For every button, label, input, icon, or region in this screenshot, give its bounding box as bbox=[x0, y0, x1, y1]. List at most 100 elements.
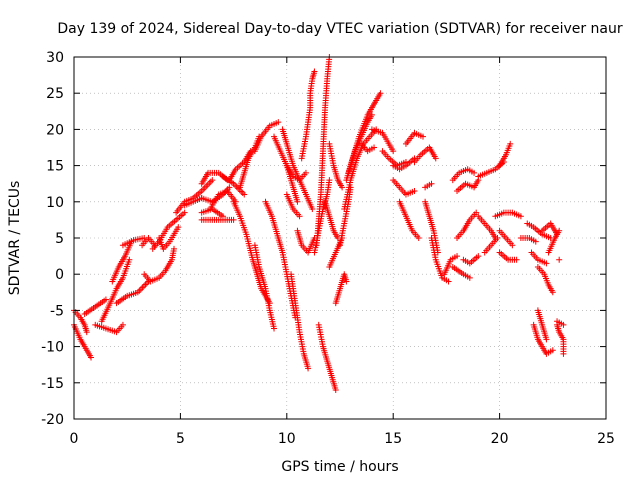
data-point bbox=[171, 245, 178, 252]
satellite-track bbox=[156, 224, 182, 252]
satellite-track bbox=[556, 256, 563, 263]
data-point bbox=[371, 144, 378, 151]
data-point bbox=[473, 209, 480, 216]
y-tick-label: 5 bbox=[55, 231, 64, 247]
satellite-track bbox=[517, 235, 539, 245]
satellite-track bbox=[528, 249, 550, 267]
data-points bbox=[71, 54, 567, 394]
satellite-track bbox=[449, 263, 473, 281]
data-point bbox=[241, 191, 248, 198]
data-point bbox=[543, 336, 550, 343]
x-tick-label: 5 bbox=[176, 431, 185, 447]
data-point bbox=[102, 296, 109, 303]
data-point bbox=[126, 256, 133, 263]
chart-title: Day 139 of 2024, Sidereal Day-to-day VTE… bbox=[57, 21, 623, 37]
satellite-track bbox=[92, 321, 126, 336]
satellite-track bbox=[524, 220, 554, 241]
data-point bbox=[411, 187, 418, 194]
data-point bbox=[332, 387, 339, 394]
satellite-track bbox=[71, 321, 95, 361]
x-tick-label: 15 bbox=[384, 431, 402, 447]
data-point bbox=[517, 213, 524, 220]
satellite-track bbox=[141, 245, 178, 285]
satellite-track bbox=[530, 321, 556, 357]
satellite-track bbox=[251, 242, 278, 332]
data-point bbox=[494, 235, 501, 241]
data-point bbox=[556, 256, 563, 263]
y-tick-label: -10 bbox=[41, 340, 64, 356]
satellite-track bbox=[492, 209, 524, 220]
data-point bbox=[415, 235, 422, 241]
data-point bbox=[275, 119, 282, 126]
satellite-track bbox=[345, 111, 375, 176]
data-point bbox=[175, 224, 182, 231]
satellite-track bbox=[358, 140, 378, 155]
satellite-track bbox=[81, 296, 109, 318]
y-tick-label: 15 bbox=[46, 159, 64, 175]
satellite-track bbox=[332, 271, 350, 307]
satellite-track bbox=[481, 235, 501, 256]
satellite-track bbox=[460, 253, 482, 267]
data-point bbox=[549, 289, 556, 296]
satellite-track bbox=[396, 198, 422, 241]
y-axis-label: SDTVAR / TECUs bbox=[7, 181, 23, 296]
satellite-track bbox=[539, 220, 561, 238]
data-point bbox=[390, 148, 397, 155]
satellite-track bbox=[119, 235, 148, 249]
satellite-track bbox=[554, 318, 567, 328]
data-point bbox=[305, 365, 312, 372]
data-point bbox=[209, 177, 216, 184]
x-tick-label: 25 bbox=[597, 431, 615, 447]
data-point bbox=[445, 278, 452, 285]
data-point bbox=[294, 198, 301, 205]
y-tick-label: 30 bbox=[46, 50, 64, 66]
satellite-track bbox=[390, 155, 418, 173]
data-point bbox=[119, 321, 126, 328]
data-point bbox=[368, 111, 375, 118]
y-tick-label: 20 bbox=[46, 122, 64, 138]
data-point bbox=[507, 140, 514, 147]
data-point bbox=[83, 329, 90, 336]
satellite-track bbox=[368, 126, 397, 155]
data-point bbox=[466, 274, 473, 281]
data-point bbox=[271, 325, 278, 332]
satellite-track bbox=[496, 249, 520, 263]
data-point bbox=[454, 253, 461, 260]
data-point bbox=[560, 321, 567, 328]
satellite-track bbox=[298, 68, 318, 162]
data-point bbox=[230, 216, 237, 223]
satellite-track bbox=[402, 130, 426, 147]
data-point bbox=[419, 133, 426, 140]
x-tick-label: 0 bbox=[70, 431, 79, 447]
satellite-track bbox=[454, 177, 482, 194]
satellite-track bbox=[390, 177, 418, 198]
data-point bbox=[532, 238, 539, 245]
x-tick-label: 20 bbox=[491, 431, 509, 447]
data-point bbox=[296, 213, 303, 220]
y-tick-label: 25 bbox=[46, 86, 64, 102]
data-point bbox=[88, 354, 95, 361]
satellite-track bbox=[496, 140, 514, 169]
satellite-track bbox=[283, 162, 309, 184]
satellite-track bbox=[288, 271, 312, 372]
y-tick-label: -15 bbox=[41, 376, 64, 392]
data-point bbox=[509, 242, 516, 249]
data-point bbox=[560, 350, 567, 357]
satellite-track bbox=[113, 278, 152, 307]
satellite-track bbox=[454, 209, 480, 241]
y-tick-label: -5 bbox=[50, 303, 64, 319]
data-point bbox=[309, 206, 316, 213]
satellite-track bbox=[534, 307, 550, 343]
satellite-track bbox=[207, 187, 239, 213]
data-point bbox=[428, 180, 435, 187]
satellite-track bbox=[449, 166, 478, 184]
data-point bbox=[549, 347, 556, 354]
x-axis-label: GPS time / hours bbox=[281, 459, 398, 475]
data-point bbox=[302, 169, 309, 176]
satellite-track bbox=[313, 54, 333, 249]
satellite-track bbox=[411, 144, 439, 165]
data-point bbox=[311, 68, 318, 75]
data-point bbox=[339, 184, 346, 191]
